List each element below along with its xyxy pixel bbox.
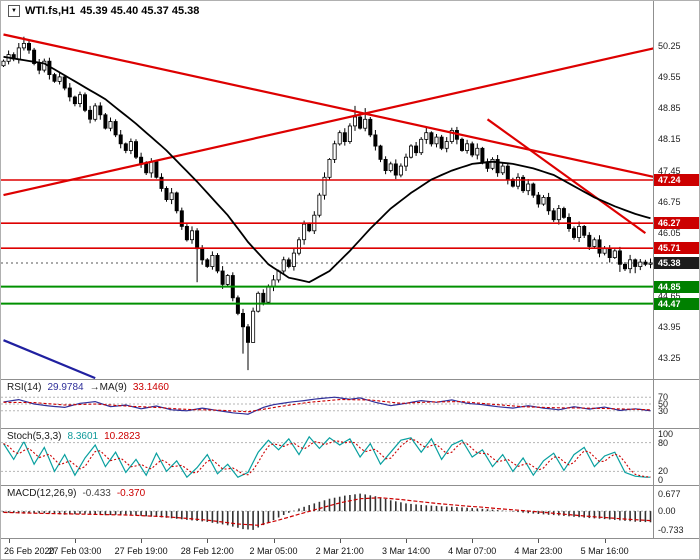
axis-tick-label: 0 bbox=[658, 475, 664, 485]
time-label: 27 Feb 03:00 bbox=[48, 546, 102, 556]
axis-tick-label: 70 bbox=[658, 392, 669, 403]
rsi-axis: 70 50 30 bbox=[653, 380, 699, 428]
stochastic-label: Stoch(5,3,3) 8.3601 10.2823 bbox=[5, 431, 143, 442]
time-tick bbox=[8, 539, 10, 543]
time-label: 27 Feb 19:00 bbox=[114, 546, 168, 556]
symbol-title: WTI.fs,H1 bbox=[24, 5, 76, 17]
rsi-panel: 70 50 30 RSI(14) 29.9784 →MA(9) 33.1460 bbox=[1, 380, 699, 429]
axis-tick-label: 0.677 bbox=[658, 488, 681, 499]
price-badge: 44.85 bbox=[654, 280, 699, 293]
axis-tick-label: 30 bbox=[658, 405, 669, 416]
time-tick bbox=[406, 539, 407, 543]
time-label: 2 Mar 21:00 bbox=[315, 546, 364, 556]
time-label: 4 Mar 07:00 bbox=[448, 546, 497, 556]
stochastic-axis: 100 80 20 0 bbox=[653, 429, 699, 485]
axis-tick-label: 46.05 bbox=[658, 228, 681, 239]
indicator-label-part: Stoch(5,3,3) bbox=[7, 431, 62, 442]
axis-tick-label: -0.733 bbox=[658, 524, 684, 535]
time-label: 5 Mar 16:00 bbox=[580, 546, 629, 556]
indicator-label-part: 29.9784 bbox=[47, 382, 84, 393]
time-tick bbox=[538, 539, 540, 543]
indicator-label-part: -0.370 bbox=[116, 488, 146, 499]
price-axis[interactable]: 50.25 49.55 48.85 48.15 47.45 46.75 46.05 44.65… bbox=[653, 1, 699, 379]
main-chart-panel: 50.25 49.55 48.85 48.15 47.45 46.75 46.05 44.65… bbox=[1, 1, 699, 380]
axis-tick-label: 49.55 bbox=[658, 71, 681, 82]
price-badge: 46.27 bbox=[654, 217, 699, 230]
time-tick bbox=[141, 539, 143, 543]
time-label: 4 Mar 23:00 bbox=[514, 546, 563, 556]
indicator-label-part: MACD(12,26,9) bbox=[7, 488, 77, 499]
rsi-label: RSI(14) 29.9784 →MA(9) 33.1460 bbox=[5, 382, 171, 393]
time-tick bbox=[273, 539, 275, 543]
stochastic-panel: 100 80 20 0 Stoch(5,3,3) 8.3601 10.2823 bbox=[1, 429, 699, 486]
indicator-label-part: 10.2823 bbox=[104, 431, 141, 442]
ohlc-values: 45.39 45.40 45.37 45.38 bbox=[80, 5, 200, 17]
time-tick bbox=[207, 539, 209, 543]
indicator-label-part: -0.433 bbox=[82, 488, 111, 499]
axis-tick-label: 46.75 bbox=[658, 196, 681, 207]
macd-panel: 0.677 0.00 -0.733 MACD(12,26,9) -0.433 -0.37… bbox=[1, 486, 699, 539]
candlestick-chart[interactable] bbox=[1, 1, 653, 379]
rsi-plot[interactable] bbox=[1, 380, 653, 428]
axis-tick-label: 48.15 bbox=[658, 134, 681, 145]
macd-label: MACD(12,26,9) -0.433 -0.370 bbox=[5, 488, 148, 499]
axis-tick-label: 0.00 bbox=[658, 506, 676, 517]
axis-tick-label: 48.85 bbox=[658, 103, 681, 114]
time-tick bbox=[472, 539, 474, 543]
time-label: 26 Feb 2020 bbox=[4, 546, 55, 556]
time-label: 3 Mar 14:00 bbox=[381, 546, 431, 556]
time-label: 2 Mar 05:00 bbox=[249, 546, 298, 556]
price-badge: 45.38 bbox=[654, 256, 699, 269]
macd-axis: 0.677 0.00 -0.733 bbox=[653, 486, 699, 538]
time-axis[interactable]: 26 Feb 2020 27 Feb 03:00 27 Feb 19:00 28 Fe… bbox=[1, 539, 699, 559]
chart-header: ▼ WTI.fs,H1 45.39 45.40 45.37 45.38 bbox=[5, 4, 203, 18]
axis-tick-label: 43.25 bbox=[658, 353, 681, 364]
axis-tick-label: 50 bbox=[658, 399, 669, 409]
indicator-label-part: 33.1460 bbox=[132, 382, 169, 393]
time-tick bbox=[74, 539, 76, 543]
macd-plot[interactable] bbox=[1, 486, 653, 538]
price-badge: 45.71 bbox=[654, 242, 699, 255]
axis-tick-label: 80 bbox=[658, 437, 669, 448]
axis-tick-label: 20 bbox=[658, 466, 669, 477]
symbol-dropdown-icon[interactable]: ▼ bbox=[8, 5, 20, 17]
axis-tick-label: 44.65 bbox=[658, 290, 681, 301]
time-label: 28 Feb 12:00 bbox=[180, 546, 234, 556]
time-tick bbox=[339, 539, 341, 543]
axis-tick-label: 43.95 bbox=[658, 321, 681, 332]
axis-tick-label: 50.25 bbox=[658, 40, 681, 51]
axis-tick-label: 100 bbox=[658, 429, 674, 439]
indicator-label-part: 8.3601 bbox=[67, 431, 99, 442]
stochastic-plot[interactable] bbox=[1, 429, 653, 485]
axis-tick-label: 47.45 bbox=[658, 165, 681, 176]
price-badge: 47.24 bbox=[654, 173, 699, 186]
time-tick bbox=[604, 539, 606, 543]
indicator-label-part: RSI(14) bbox=[7, 382, 42, 393]
price-badge: 44.47 bbox=[654, 297, 699, 310]
indicator-label-part: →MA(9) bbox=[89, 382, 127, 393]
